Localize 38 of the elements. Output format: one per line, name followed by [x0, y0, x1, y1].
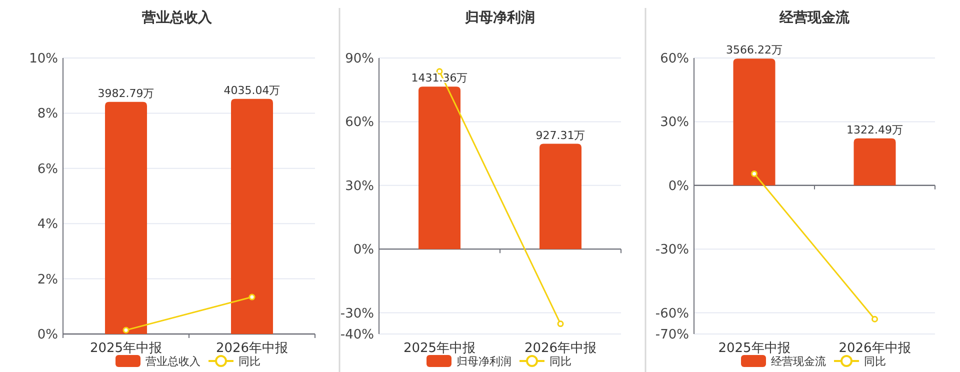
y-tick-label: 0% — [353, 242, 374, 258]
y-tick-label: 0% — [37, 328, 58, 342]
x-tick-label: 2025年中报 — [403, 341, 476, 356]
legend-label: 归母净利润 — [456, 355, 512, 368]
legend-label: 经营现金流 — [771, 355, 826, 368]
data-label: 3982.79万 — [98, 86, 154, 100]
data-label: 4035.04万 — [224, 84, 280, 97]
y-tick-label: -40% — [340, 328, 374, 342]
x-tick-label: 2025年中报 — [718, 341, 790, 356]
y-tick-label: 30% — [660, 115, 689, 130]
y-tick-label: 8% — [37, 106, 58, 122]
legend-label: 同比 — [238, 355, 260, 368]
y-tick-label: 90% — [345, 52, 374, 66]
chart-title: 营业总收入 — [141, 10, 213, 26]
x-tick-label: 2026年中报 — [838, 341, 911, 356]
y-tick-label: -30% — [655, 242, 689, 258]
y-tick-label: 60% — [660, 52, 689, 66]
y-tick-label: 2% — [37, 272, 58, 288]
y-tick-label: 0% — [668, 178, 689, 194]
y-tick-label: -70% — [655, 328, 689, 342]
x-tick-label: 2025年中报 — [90, 341, 162, 356]
chart-title: 经营现金流 — [778, 9, 850, 26]
y-tick-label: 60% — [345, 115, 374, 130]
y-tick-label: 4% — [37, 217, 58, 232]
y-tick-label: 6% — [37, 162, 58, 177]
x-tick-label: 2026年中报 — [524, 341, 597, 356]
chart-title: 归母净利润 — [464, 9, 535, 26]
legend-label: 同比 — [550, 355, 572, 368]
data-label: 1322.49万 — [846, 123, 903, 136]
y-tick-label: 30% — [345, 178, 374, 194]
y-tick-label: -30% — [340, 306, 374, 322]
x-tick-label: 2026年中报 — [216, 341, 288, 356]
data-label: 927.31万 — [536, 128, 586, 142]
y-tick-label: 10% — [29, 52, 58, 66]
y-tick-label: -60% — [655, 306, 689, 322]
legend-label: 同比 — [864, 355, 886, 368]
legend-label: 营业总收入 — [146, 355, 200, 368]
data-label: 3566.22万 — [726, 44, 782, 57]
